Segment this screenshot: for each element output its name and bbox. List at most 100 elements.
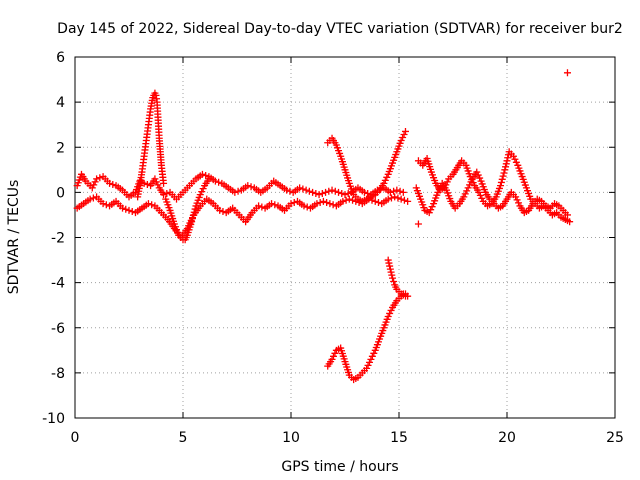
- data-point: [271, 201, 279, 209]
- series-spike_3h: [134, 89, 168, 201]
- data-point: [339, 197, 347, 205]
- data-point: [189, 215, 197, 223]
- data-point: [434, 188, 442, 196]
- data-point: [435, 185, 443, 193]
- data-point: [287, 200, 295, 208]
- data-point: [383, 173, 391, 181]
- data-point: [497, 182, 505, 190]
- data-point: [563, 211, 571, 219]
- data-point: [400, 196, 408, 204]
- data-point: [255, 202, 263, 210]
- data-point: [381, 176, 389, 184]
- data-point: [91, 178, 99, 186]
- data-point: [384, 195, 392, 203]
- x-tick-label: 0: [71, 430, 80, 446]
- data-point: [211, 177, 219, 185]
- data-point: [234, 187, 242, 195]
- data-point: [151, 175, 159, 183]
- data-point: [467, 178, 475, 186]
- data-point: [512, 158, 520, 166]
- data-point: [89, 194, 97, 202]
- data-point: [196, 191, 204, 199]
- data-point: [513, 196, 521, 204]
- data-point: [323, 199, 331, 207]
- data-point: [476, 191, 484, 199]
- data-point: [154, 181, 162, 189]
- data-point: [283, 186, 291, 194]
- data-point: [188, 218, 196, 226]
- data-point: [399, 188, 407, 196]
- data-point: [122, 205, 130, 213]
- data-point: [299, 185, 307, 193]
- data-point: [331, 187, 339, 195]
- data-point: [370, 349, 378, 357]
- data-point: [394, 194, 402, 202]
- data-point: [93, 175, 101, 183]
- data-point: [329, 352, 337, 360]
- y-tick-label: -8: [51, 366, 65, 382]
- data-point: [387, 194, 395, 202]
- data-point: [461, 190, 469, 198]
- data-point: [189, 211, 197, 219]
- data-point: [387, 306, 395, 314]
- data-point: [397, 195, 405, 203]
- data-point: [386, 309, 394, 317]
- data-point: [511, 155, 519, 163]
- data-point: [396, 187, 404, 195]
- data-point: [515, 199, 523, 207]
- data-point: [325, 187, 333, 195]
- data-point: [393, 186, 401, 194]
- data-point: [143, 180, 151, 188]
- y-tick-label: 6: [56, 50, 65, 66]
- data-point: [400, 130, 408, 138]
- data-point: [199, 185, 207, 193]
- data-point: [504, 154, 512, 162]
- data-point: [202, 171, 210, 179]
- data-point: [215, 178, 223, 186]
- data-point: [428, 203, 436, 211]
- x-tick-label: 25: [606, 430, 624, 446]
- x-tick-label: 5: [179, 430, 188, 446]
- data-point: [503, 157, 511, 165]
- data-point: [331, 349, 339, 357]
- data-point: [86, 195, 94, 203]
- data-point: [163, 190, 171, 198]
- data-point: [198, 170, 206, 178]
- series-main_band_bottom: [73, 193, 412, 241]
- data-point: [300, 202, 308, 210]
- data-point: [399, 133, 407, 141]
- data-point: [385, 259, 393, 267]
- data-point: [326, 200, 334, 208]
- data-point: [371, 197, 379, 205]
- data-point: [302, 186, 310, 194]
- data-point: [388, 271, 396, 279]
- data-point: [509, 152, 517, 160]
- data-point: [460, 193, 468, 201]
- data-point: [335, 188, 343, 196]
- x-tick-label: 10: [282, 430, 300, 446]
- data-point: [474, 171, 482, 179]
- data-point: [160, 179, 168, 187]
- data-point: [99, 200, 107, 208]
- data-point: [231, 188, 239, 196]
- data-point: [109, 180, 117, 188]
- y-tick-label: -6: [51, 321, 65, 337]
- data-point: [328, 186, 336, 194]
- series-dip_5h: [162, 175, 213, 244]
- data-point: [309, 188, 317, 196]
- data-point: [342, 196, 350, 204]
- data-point: [216, 206, 224, 214]
- data-point: [497, 178, 505, 186]
- data-point: [414, 220, 422, 228]
- y-tick-label: 0: [56, 185, 65, 201]
- x-tick-label: 15: [390, 430, 408, 446]
- y-tick-label: -2: [51, 231, 65, 247]
- data-point: [498, 175, 506, 183]
- data-point: [404, 197, 412, 205]
- y-tick-label: 2: [56, 140, 65, 156]
- data-point: [125, 206, 133, 214]
- data-point: [499, 172, 507, 180]
- data-point: [463, 187, 471, 195]
- data-point: [119, 204, 127, 212]
